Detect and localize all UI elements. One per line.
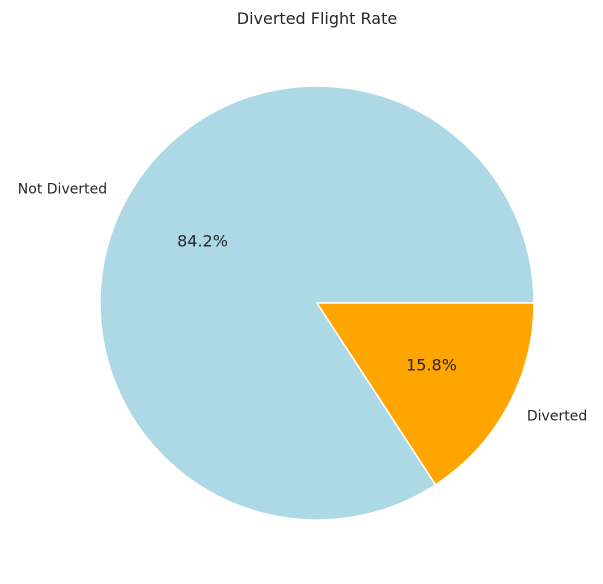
chart-title: Diverted Flight Rate: [237, 9, 397, 28]
pie-labels: 84.2% Not Diverted 15.8% Diverted: [18, 181, 587, 424]
pct-label-diverted: 15.8%: [406, 356, 457, 375]
pct-label-not-diverted: 84.2%: [177, 231, 228, 250]
pie-slices: [99, 85, 535, 521]
slice-label-diverted: Diverted: [527, 409, 587, 425]
slice-label-not-diverted: Not Diverted: [18, 181, 107, 197]
pie-slice-diverted: [316, 302, 535, 486]
